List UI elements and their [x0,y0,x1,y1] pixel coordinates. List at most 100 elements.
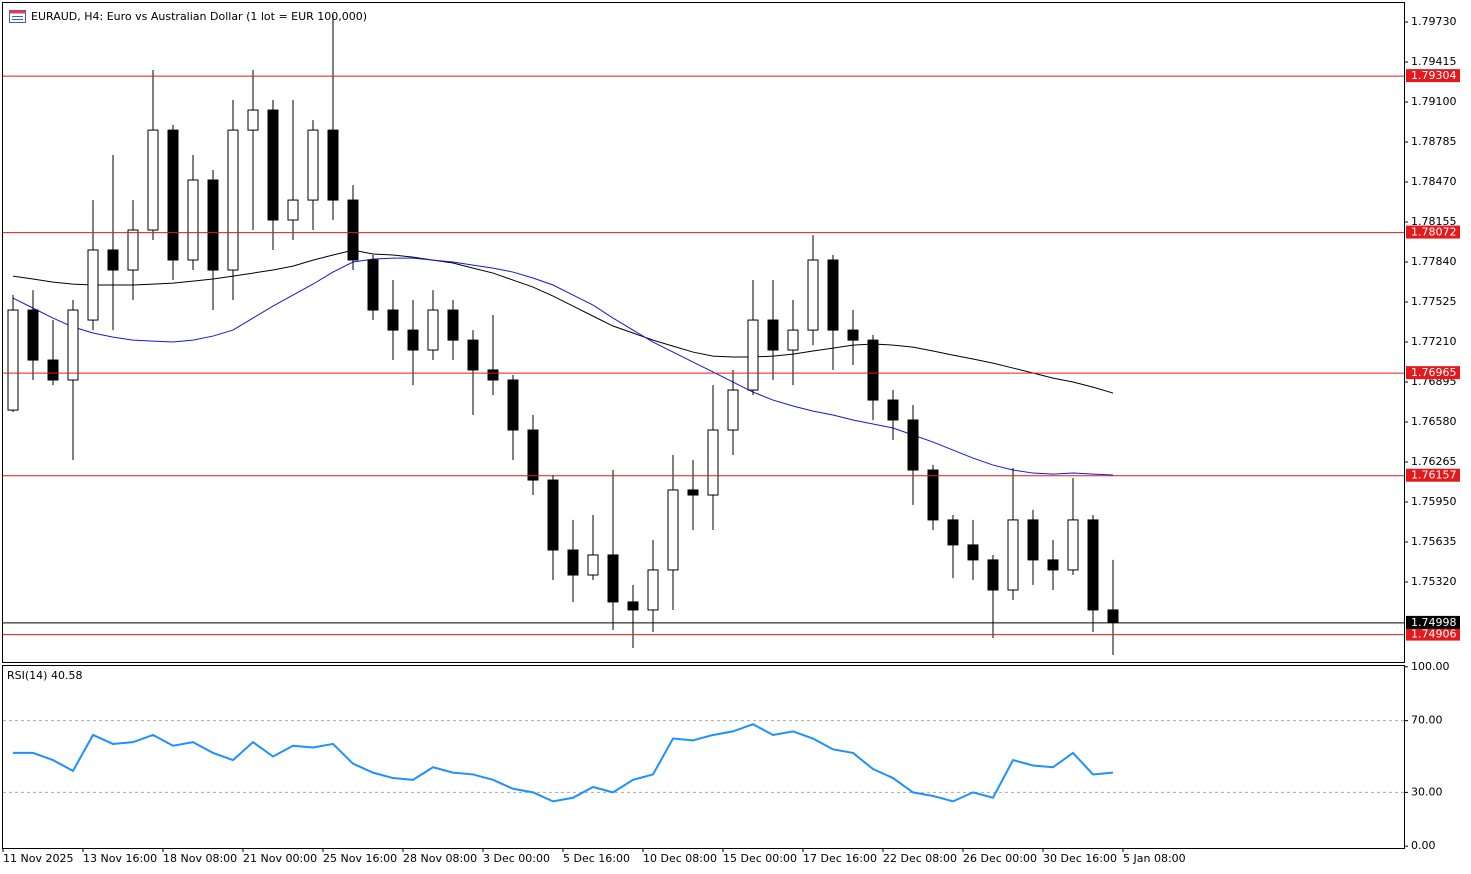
rsi-line [13,723,1114,803]
candle-body [667,489,679,571]
candle-body [687,489,699,496]
candle-body [87,249,99,321]
x-tick-label: 17 Dec 16:00 [803,852,877,865]
x-tick-label: 18 Nov 08:00 [163,852,237,865]
candle-body [987,559,999,591]
x-tick-label: 15 Dec 00:00 [723,852,797,865]
x-tick-label: 22 Dec 08:00 [883,852,957,865]
candle-body [1087,519,1099,611]
y-tick-label: 70.00 [1411,714,1443,727]
y-tick-label: 1.75950 [1411,495,1457,508]
candle-body [47,359,59,381]
level-label: 1.79304 [1411,69,1457,82]
level-label: 1.78072 [1411,226,1457,239]
y-tick-label: 100.00 [1411,660,1450,673]
candle-body [1007,519,1019,591]
y-tick-label: 1.75635 [1411,535,1457,548]
candle-body [127,229,139,271]
candle-body [1067,519,1079,571]
candle-body [647,569,659,611]
candle-body [387,309,399,331]
y-tick-label: 1.76580 [1411,415,1457,428]
chart-title: EURAUD, H4: Euro vs Australian Dollar (1… [31,10,367,23]
y-tick-label: 1.78785 [1411,135,1457,148]
candle-body [787,329,799,351]
y-tick-label: 1.78155 [1411,215,1457,228]
candle-body [227,129,239,271]
candle-body [967,544,979,561]
candle-body [507,379,519,431]
candle-body [607,554,619,603]
level-label: 1.74906 [1411,628,1457,641]
x-tick-label: 26 Dec 00:00 [963,852,1037,865]
y-tick-label: 30.00 [1411,785,1443,798]
candle-body [347,199,359,261]
candle-body [1107,609,1119,623]
candle-body [27,309,39,361]
candle-body [727,389,739,431]
candle-body [927,469,939,521]
candle-body [267,109,279,221]
rsi-title: RSI(14) 40.58 [7,669,82,682]
candle-body [187,179,199,261]
x-tick-label: 5 Dec 16:00 [563,852,630,865]
x-tick-label: 25 Nov 16:00 [323,852,397,865]
y-tick-label: 1.77210 [1411,335,1457,348]
x-tick-label: 5 Jan 08:00 [1123,852,1186,865]
y-tick-label: 1.78470 [1411,175,1457,188]
candle-body [867,339,879,401]
candle-body [827,259,839,331]
candle-body [207,179,219,271]
last-price-tag [1406,615,1460,629]
candle-body [947,519,959,546]
candle-body [587,554,599,576]
symbol-icon [9,10,26,23]
candle-body [247,109,259,131]
y-tick-label: 1.77525 [1411,295,1457,308]
candle-body [167,129,179,261]
y-tick-label: 1.79100 [1411,95,1457,108]
candle-body [1027,519,1039,561]
candle-body [527,429,539,481]
candle-body [287,199,299,221]
rsi-pane [2,665,1405,849]
candle-body [847,329,859,341]
y-tick-label: 1.79730 [1411,15,1457,28]
level-label: 1.76157 [1411,469,1457,482]
candle-body [367,259,379,311]
x-tick-label: 11 Nov 2025 [3,852,73,865]
candle-body [467,339,479,371]
price-pane [2,2,1405,663]
candle-body [547,479,559,551]
candle-body [407,329,419,351]
y-tick-label: 1.77840 [1411,255,1457,268]
level-tag [1406,468,1460,482]
candle-body [567,549,579,576]
candle-body [7,309,19,411]
candle-body [627,601,639,611]
last-price-label: 1.74998 [1411,616,1457,629]
candle-body [147,129,159,231]
candle-body [427,309,439,351]
candle-body [1047,559,1059,571]
y-tick-label: 1.75320 [1411,575,1457,588]
candle-body [887,399,899,421]
x-tick-label: 13 Nov 16:00 [83,852,157,865]
y-tick-label: 0.00 [1411,839,1436,852]
candle-body [767,319,779,351]
rsi-name: RSI(14) [7,669,47,682]
candle-body [107,249,119,271]
candle-body [307,129,319,201]
candle-body [67,309,79,381]
level-tag [1406,366,1460,380]
moving-average [12,249,1114,394]
candle-body [487,369,499,381]
x-tick-label: 21 Nov 00:00 [243,852,317,865]
x-tick-label: 30 Dec 16:00 [1043,852,1117,865]
level-label: 1.76965 [1411,366,1457,379]
x-tick-label: 3 Dec 00:00 [483,852,550,865]
x-tick-label: 10 Dec 08:00 [643,852,717,865]
candle-body [747,319,759,391]
